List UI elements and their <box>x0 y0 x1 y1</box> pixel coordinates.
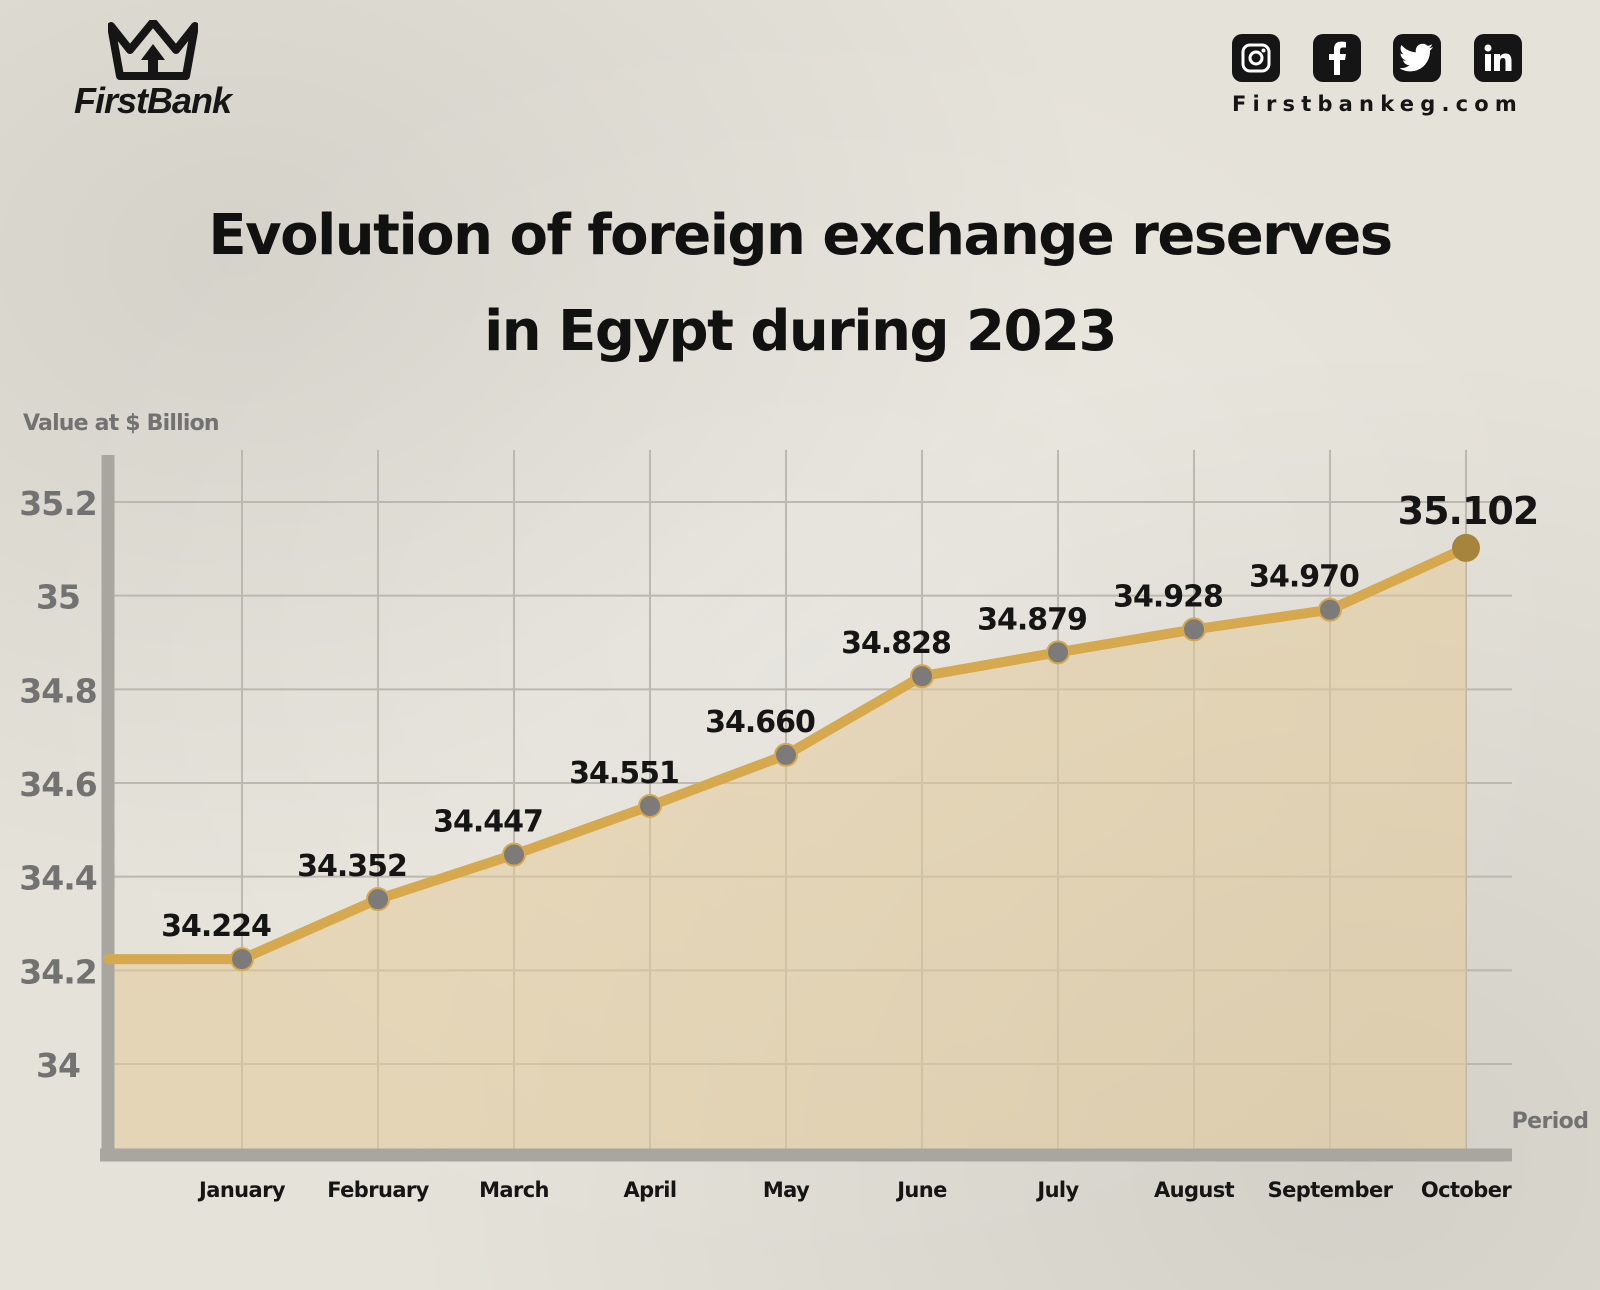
data-point <box>1182 617 1206 642</box>
x-tick-label: July <box>1035 1178 1079 1202</box>
twitter-icon[interactable] <box>1393 34 1442 82</box>
instagram-icon[interactable] <box>1232 34 1280 82</box>
data-point <box>1046 640 1070 665</box>
x-tick-label: October <box>1421 1178 1512 1202</box>
data-point <box>502 842 526 867</box>
y-tick-label: 34.4 <box>19 859 96 898</box>
y-tick-label: 34.8 <box>19 671 96 710</box>
x-tick-label: January <box>197 1178 286 1202</box>
data-label: 34.879 <box>977 602 1087 637</box>
title-line-1: Evolution of foreign exchange reserves <box>208 203 1393 268</box>
x-tick-label: February <box>327 1178 429 1202</box>
data-label: 34.970 <box>1249 560 1359 595</box>
x-tick-label: August <box>1154 1178 1235 1202</box>
x-tick-label: May <box>763 1178 810 1202</box>
y-tick-label: 34.2 <box>19 952 96 991</box>
facebook-icon[interactable] <box>1312 34 1361 82</box>
x-axis-title: Period <box>1512 1109 1589 1134</box>
y-tick-label: 35 <box>36 578 80 617</box>
title-line-2: in Egypt during 2023 <box>484 299 1117 364</box>
firstbank-logo: FirstBank <box>74 20 244 122</box>
data-label: 35.102 <box>1398 489 1539 533</box>
data-label: 34.224 <box>161 909 271 944</box>
area-fill <box>108 547 1466 1153</box>
x-tick-label: June <box>895 1178 947 1202</box>
data-point <box>1452 533 1480 562</box>
data-label: 34.928 <box>1113 579 1223 614</box>
data-point <box>1318 597 1342 622</box>
linkedin-icon[interactable] <box>1473 34 1522 82</box>
data-point <box>910 664 934 689</box>
brand-name: FirstBank <box>74 80 232 121</box>
data-label: 34.660 <box>705 705 815 740</box>
x-tick-label: March <box>479 1178 549 1202</box>
data-label: 34.828 <box>841 626 951 661</box>
x-tick-label: September <box>1268 1178 1394 1202</box>
data-point <box>774 742 798 767</box>
y-axis-title: Value at $ Billion <box>23 411 219 436</box>
website-url[interactable]: Firstbankeg.com <box>1232 92 1524 116</box>
data-point <box>366 887 390 912</box>
data-label: 34.352 <box>297 849 407 884</box>
y-tick-label: 34.6 <box>19 765 96 804</box>
chart-title: Evolution of foreign exchange reserves i… <box>0 188 1600 380</box>
data-point <box>230 947 254 972</box>
y-tick-label: 34 <box>36 1046 80 1085</box>
social-links: Firstbankeg.com <box>1232 34 1522 116</box>
x-tick-label: April <box>623 1178 676 1202</box>
y-tick-label: 35.2 <box>19 484 96 523</box>
crown-icon <box>108 20 198 80</box>
data-point <box>638 793 662 818</box>
data-label: 34.551 <box>569 756 679 791</box>
data-label: 34.447 <box>433 805 543 840</box>
